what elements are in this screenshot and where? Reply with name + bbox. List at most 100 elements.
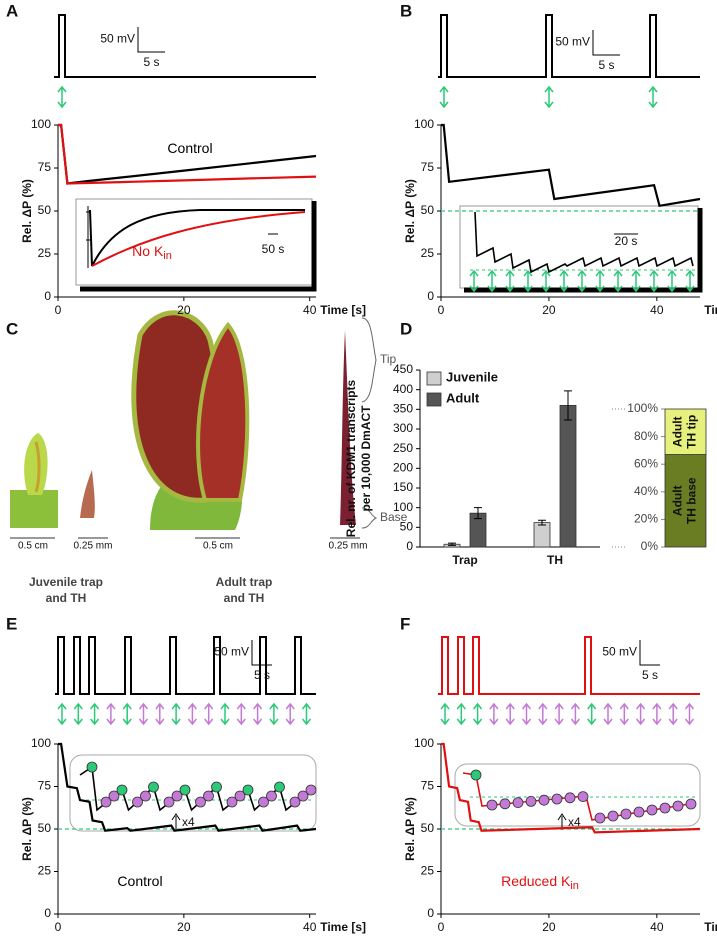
inset-dot	[140, 790, 151, 802]
inset-dot	[551, 793, 563, 805]
stimulus-arrow	[220, 702, 230, 726]
stimulus-arrow	[631, 269, 641, 293]
inset	[75, 198, 313, 286]
y-tick-label: 50	[38, 203, 52, 217]
stimulus-arrow	[636, 702, 646, 726]
photo-scale-label: 0.5 cm	[18, 541, 48, 552]
scale-bar	[592, 30, 620, 56]
y-tick-label: 0%	[641, 539, 659, 553]
x-tick-label: 40	[650, 920, 664, 934]
series-name-sub: in	[163, 250, 172, 262]
stimulus-trace	[438, 636, 700, 695]
stimulus-arrow	[521, 702, 532, 726]
inset-dot	[486, 799, 498, 811]
caption: Adult trap	[216, 575, 273, 589]
y-tick-label: 50	[421, 821, 435, 835]
y-tick-label: 100	[31, 117, 51, 131]
stimulus-arrow	[554, 702, 564, 726]
y-tick-label: 80%	[634, 429, 658, 443]
stimulus-arrow	[595, 269, 605, 293]
stimulus-arrow	[489, 702, 499, 726]
y-axis-label: Rel. ΔP (%)	[403, 179, 417, 243]
y-tick-label: 250	[393, 441, 413, 455]
base-label: Base	[380, 510, 408, 524]
stimulus-arrow	[73, 702, 83, 726]
scale-label: 50 mV	[602, 645, 637, 659]
error-bar	[538, 519, 546, 526]
stimulus-arrow	[685, 269, 695, 293]
inset-dot	[685, 798, 697, 810]
x-axis-label: Time [s]	[320, 303, 366, 317]
y-axis-label: Rel. ΔP (%)	[403, 797, 417, 861]
stimulus-arrow	[684, 702, 695, 726]
series-line	[441, 123, 701, 208]
stimulus-arrow	[577, 269, 587, 293]
inset-scale-label: 20 s	[615, 234, 638, 248]
series-name: Control	[167, 140, 212, 156]
inset-dot	[179, 784, 191, 796]
stimulus-arrow	[505, 702, 515, 726]
y-tick-label: 450	[393, 362, 413, 376]
stack-label: Adult	[671, 485, 685, 516]
inset-dot	[525, 796, 537, 807]
legend-label: Juvenile	[446, 369, 498, 384]
stimulus-arrow	[301, 702, 312, 726]
scale-bar	[251, 640, 272, 666]
x-axis-label: Time [s]	[704, 920, 717, 934]
stimulus-arrow	[505, 269, 515, 293]
y-tick-label: 0	[427, 906, 434, 920]
inset-dot	[234, 790, 246, 802]
stack-segment	[664, 454, 707, 548]
stimulus-arrow	[187, 702, 197, 726]
legend-swatch	[426, 371, 442, 386]
juvenile-hair	[80, 470, 95, 518]
juvenile-trap-base	[10, 490, 58, 528]
x-tick-label: 0	[438, 920, 445, 934]
stimulus-trace	[55, 636, 316, 695]
inset-note: x4	[568, 815, 581, 829]
series-line	[441, 742, 701, 834]
tip-label: Tip	[380, 352, 397, 366]
x-tick-label: 0	[55, 303, 62, 317]
stimulus-arrow	[649, 269, 659, 293]
scale-bar	[639, 640, 660, 666]
stimulus-arrow	[487, 269, 497, 293]
inset-dot	[607, 810, 619, 822]
inset-dot	[195, 796, 206, 808]
inset-dot	[470, 769, 482, 781]
x-tick-label: 20	[177, 920, 191, 934]
y-tick-label: 50	[38, 821, 52, 835]
error-bar	[564, 390, 572, 421]
inset	[69, 754, 317, 832]
inset-dot	[258, 796, 269, 808]
inset-dot	[211, 781, 222, 793]
legend-label: Adult	[446, 390, 480, 405]
inset-dot	[100, 796, 112, 808]
y-axis-label: Rel. ΔP (%)	[20, 797, 34, 861]
inset-dot	[148, 781, 159, 793]
series-line	[58, 123, 317, 185]
panel-label: E	[6, 614, 17, 633]
adult-trap-lobe	[196, 321, 250, 502]
y-tick-label: 75	[421, 779, 435, 793]
inset-dot	[226, 796, 238, 808]
inset-dot	[203, 790, 214, 802]
y-axis-label: Rel. ΔP (%)	[20, 179, 34, 243]
bar	[559, 404, 577, 548]
inset-dot	[512, 797, 524, 808]
y-tick-label: 0	[406, 539, 413, 553]
inset-dot	[274, 781, 285, 793]
photo-scale-label: 0.25 mm	[74, 541, 113, 552]
y-tick-label: 20%	[634, 512, 658, 526]
inset-dot	[659, 802, 671, 814]
stimulus-arrow	[619, 702, 629, 726]
y-tick-label: 300	[393, 421, 413, 435]
series-label: Control	[167, 140, 212, 156]
stimulus-arrow	[544, 85, 554, 109]
caption: Juvenile trap	[29, 575, 103, 589]
stimulus-arrow	[90, 702, 100, 726]
series-label: Control	[117, 873, 162, 889]
inset-dot	[116, 784, 128, 796]
scale-label: 50 mV	[214, 645, 249, 659]
